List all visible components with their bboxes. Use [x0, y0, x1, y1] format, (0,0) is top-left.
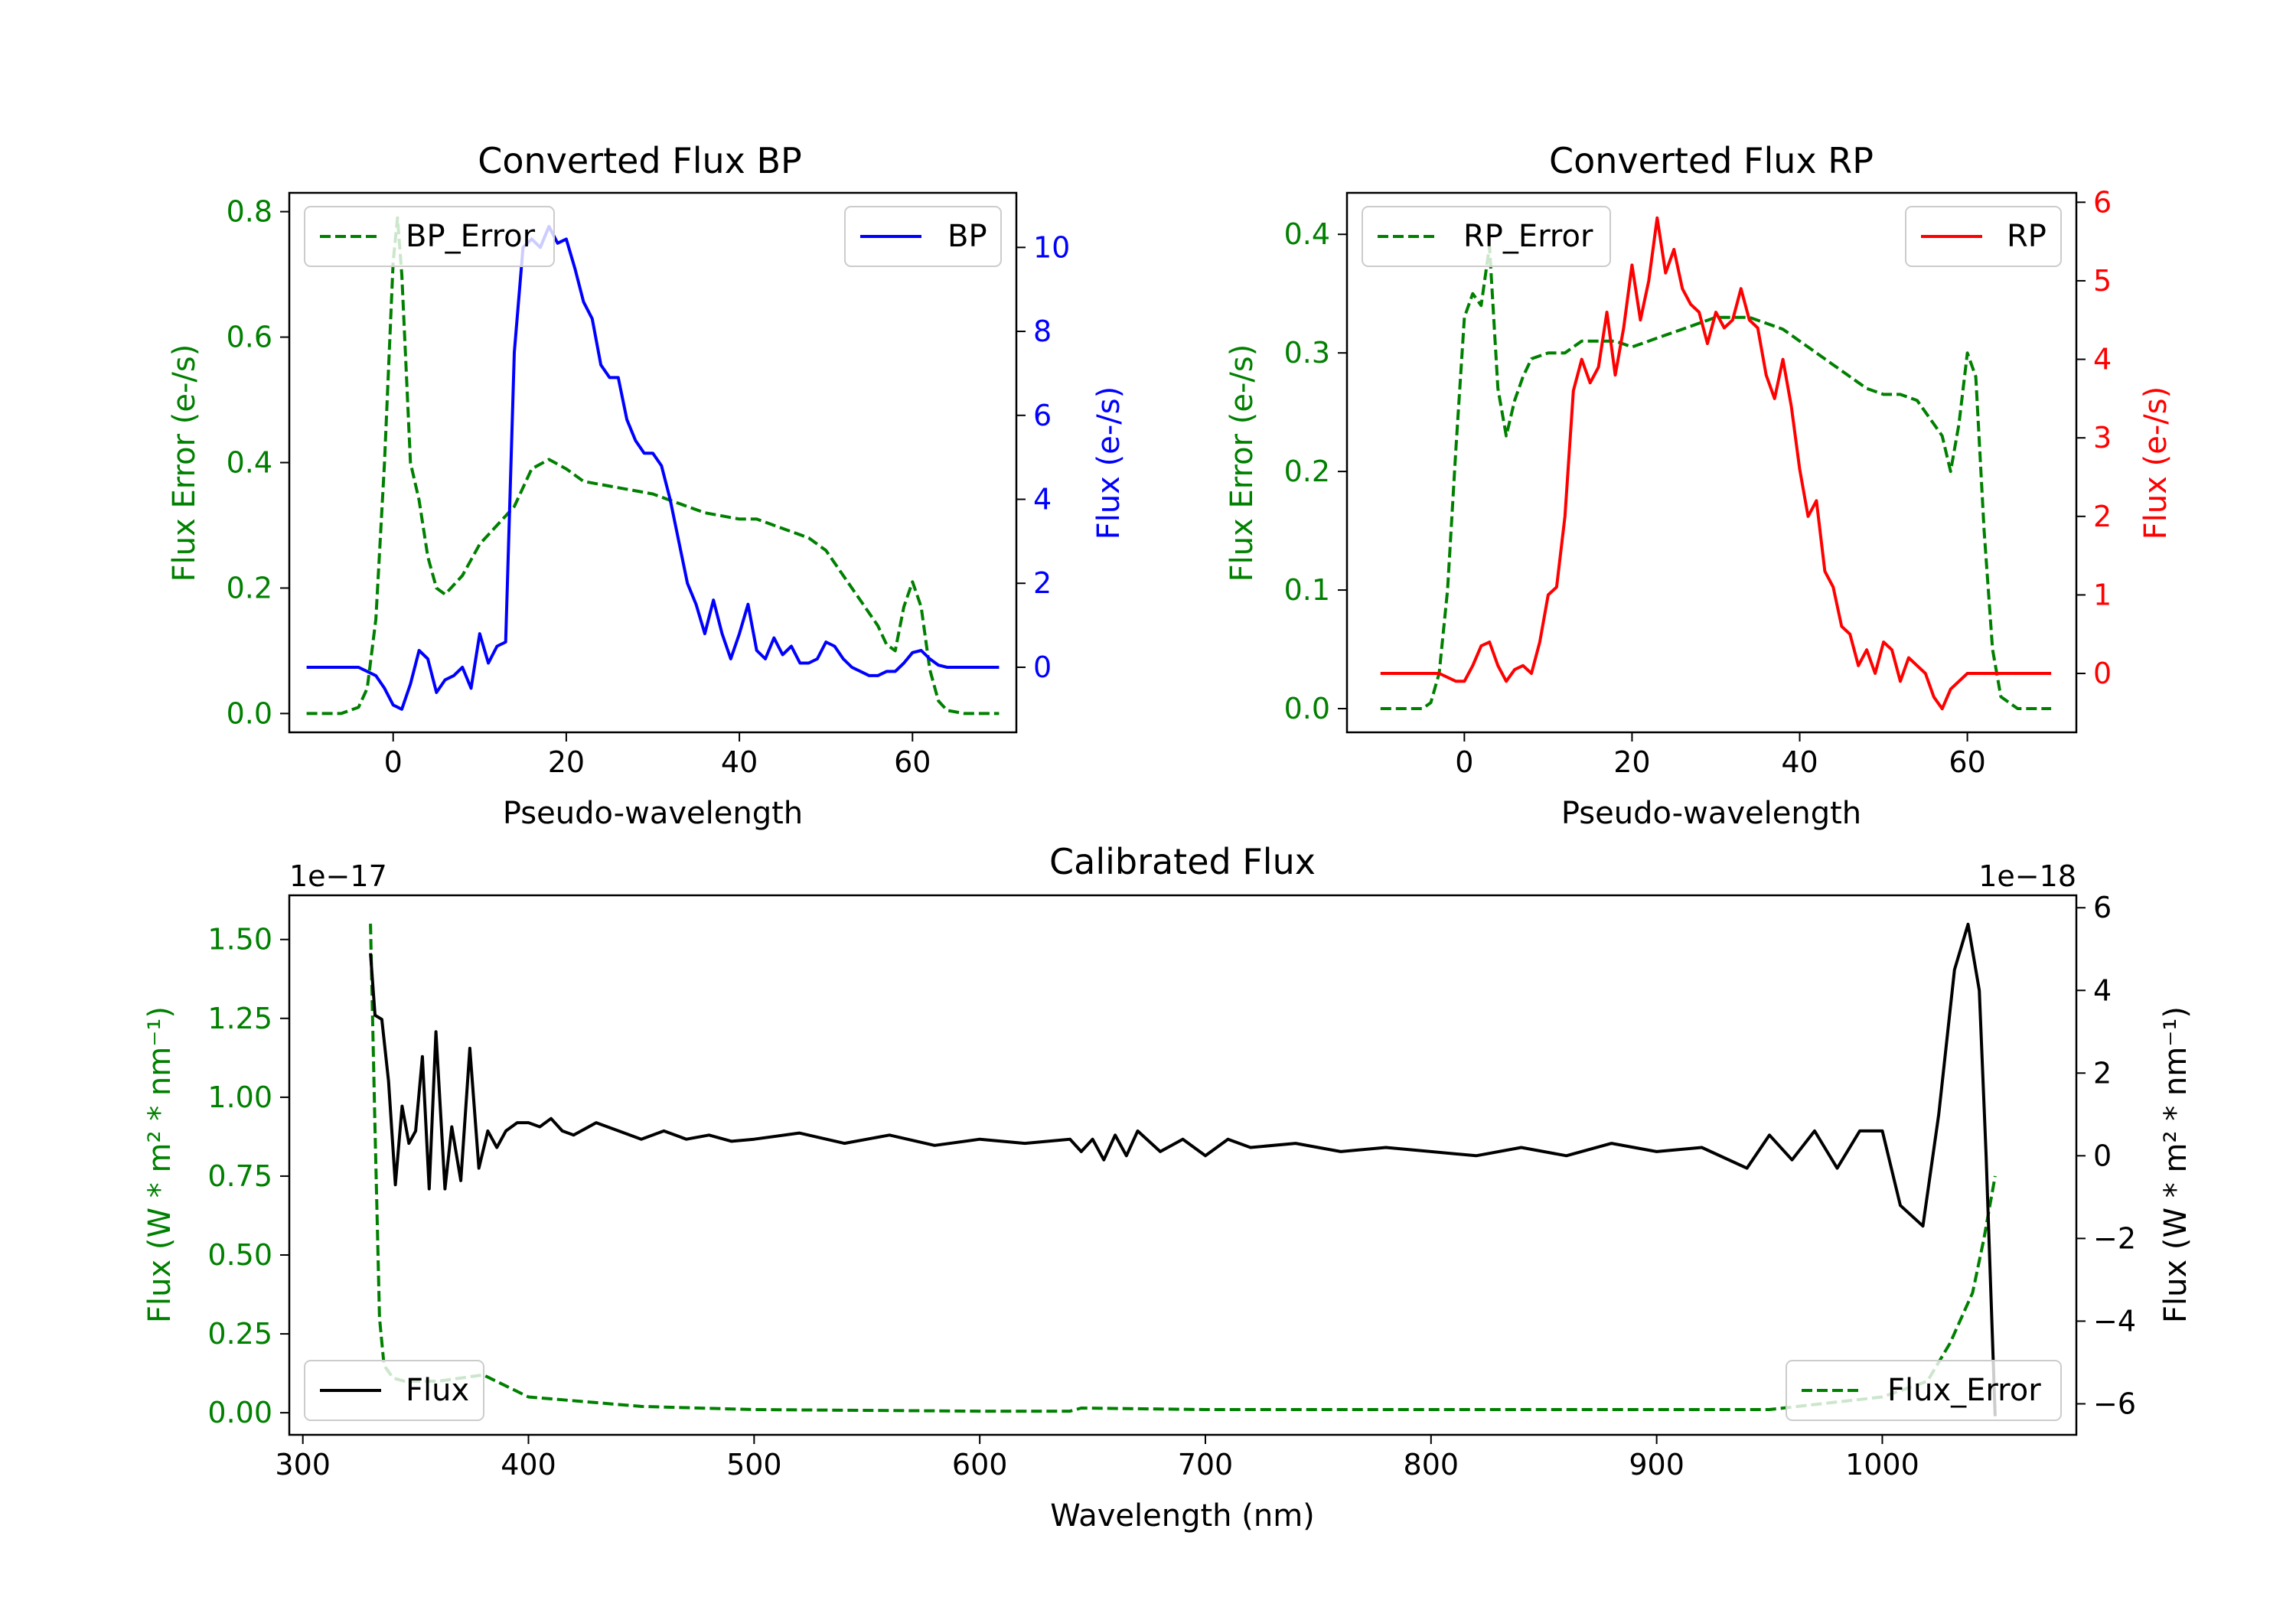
bp-left-y-tick-label: 0.2 [227, 571, 272, 605]
bp-right-y-tick-label: 6 [1033, 399, 1052, 432]
calibrated-x-tick-label: 700 [1178, 1448, 1234, 1482]
bp-right-y-axis-label: Flux (e-/s) [1091, 386, 1127, 539]
bp-right-y-tick-label: 2 [1033, 566, 1052, 600]
calibrated-series-flux [369, 922, 1997, 1416]
calibrated-plot-frame [288, 894, 2078, 1436]
calibrated-x-axis-label: Wavelength (nm) [1050, 1498, 1315, 1534]
rp-x-axis-label: Pseudo-wavelength [1561, 796, 1861, 831]
calibrated-x-tick-label: 800 [1404, 1448, 1459, 1482]
calibrated-chart-panel: Calibrated Flux 300 400 500 600 700 800 900 100… [142, 841, 2193, 1534]
calibrated-x-tick-label: 400 [501, 1448, 556, 1482]
bp-plot-frame [288, 191, 1018, 734]
calibrated-right-offset-text: 1e−18 [1978, 859, 2076, 893]
calibrated-chart-title: Calibrated Flux [1049, 841, 1316, 882]
rp-legend-flux-label: RP [2007, 219, 2047, 254]
bp-left-y-tick-label: 0.6 [227, 321, 272, 354]
calibrated-series-flux-error [369, 924, 1997, 1413]
rp-right-y-tick-label: 4 [2093, 343, 2112, 376]
rp-series-rp [1380, 216, 2052, 711]
bp-left-y-tick-label: 0.0 [227, 696, 272, 730]
calibrated-right-y-tick-label: −6 [2093, 1387, 2136, 1420]
rp-legend-error: RP_Error [1362, 206, 1611, 267]
rp-left-y-tick-label: 0.2 [1284, 455, 1330, 488]
rp-right-y-tick-label: 1 [2093, 578, 2112, 611]
rp-right-y-tick-label: 3 [2093, 421, 2112, 455]
calibrated-right-y-tick-label: 4 [2093, 973, 2112, 1007]
calibrated-right-y-axis-label: Flux (W * m² * nm⁻¹) [2158, 1006, 2193, 1323]
rp-legend-error-label: RP_Error [1463, 219, 1593, 254]
calibrated-left-y-tick-label: 0.25 [207, 1317, 272, 1351]
calibrated-legend-error: Flux_Error [1786, 1360, 2062, 1421]
calibrated-left-y-tick-label: 0.75 [207, 1159, 272, 1193]
rp-plot-frame [1345, 191, 2078, 734]
calibrated-x-tick-label: 900 [1629, 1448, 1684, 1482]
calibrated-right-y-tick-label: 6 [2093, 891, 2112, 924]
bp-legend-error: BP_Error [304, 206, 555, 267]
bp-legend-flux-label: BP [947, 219, 987, 254]
rp-x-tick-label: 0 [1455, 745, 1473, 779]
calibrated-right-y-tick-label: 0 [2093, 1139, 2112, 1172]
calibrated-x-tick-label: 600 [952, 1448, 1008, 1482]
calibrated-legend-flux: Flux [304, 1360, 484, 1421]
calibrated-left-y-axis-label: Flux (W * m² * nm⁻¹) [142, 1006, 178, 1323]
calibrated-left-y-tick-label: 0.00 [207, 1396, 272, 1429]
bp-left-y-axis-label: Flux Error (e-/s) [167, 344, 202, 582]
rp-chart-title: Converted Flux RP [1549, 140, 1874, 181]
bp-x-tick-label: 0 [384, 745, 403, 779]
rp-right-y-tick-label: 2 [2093, 500, 2112, 533]
bp-chart-title: Converted Flux BP [478, 140, 802, 181]
bp-x-axis-label: Pseudo-wavelength [503, 796, 803, 831]
calibrated-left-y-tick-label: 0.50 [207, 1238, 272, 1272]
bp-right-y-tick-label: 10 [1033, 230, 1070, 264]
rp-x-tick-label: 20 [1613, 745, 1650, 779]
bp-x-tick-label: 20 [548, 745, 585, 779]
bp-x-tick-label: 40 [721, 745, 758, 779]
rp-chart-panel: Converted Flux RP 0 20 40 600.00.10.20.30.4… [1225, 140, 2174, 831]
calibrated-left-offset-text: 1e−17 [289, 859, 387, 893]
calibrated-right-y-tick-label: −4 [2093, 1304, 2136, 1338]
calibrated-right-y-tick-label: −2 [2093, 1221, 2136, 1255]
bp-left-y-tick-label: 0.4 [227, 446, 272, 480]
calibrated-legend-error-label: Flux_Error [1887, 1373, 2041, 1408]
bp-series-bp [306, 224, 1000, 711]
rp-right-y-tick-label: 5 [2093, 264, 2112, 298]
rp-legend-flux: RP [1905, 206, 2062, 267]
bp-chart-panel: Converted Flux BP 0 20 40 600.00.20.40.60.8… [167, 140, 1127, 831]
calibrated-left-y-tick-label: 1.00 [207, 1081, 272, 1114]
rp-left-y-axis-label: Flux Error (e-/s) [1225, 344, 1260, 582]
bp-legend-flux: BP [844, 206, 1002, 267]
bp-right-y-tick-label: 4 [1033, 483, 1052, 517]
rp-left-y-tick-label: 0.3 [1284, 336, 1330, 370]
rp-left-y-tick-label: 0.0 [1284, 692, 1330, 725]
bp-right-y-tick-label: 8 [1033, 315, 1052, 348]
bp-x-tick-label: 60 [894, 745, 931, 779]
rp-series-rp-error [1380, 244, 2052, 710]
rp-left-y-tick-label: 0.4 [1284, 217, 1330, 251]
rp-right-y-tick-label: 0 [2093, 657, 2112, 690]
calibrated-right-y-tick-label: 2 [2093, 1056, 2112, 1090]
rp-x-tick-label: 40 [1781, 745, 1818, 779]
rp-right-y-tick-label: 6 [2093, 185, 2112, 219]
calibrated-legend-flux-label: Flux [406, 1373, 469, 1408]
calibrated-left-y-tick-label: 1.25 [207, 1002, 272, 1035]
rp-left-y-tick-label: 0.1 [1284, 573, 1330, 607]
calibrated-x-tick-label: 300 [275, 1448, 331, 1482]
calibrated-x-tick-label: 1000 [1845, 1448, 1919, 1482]
rp-x-tick-label: 60 [1949, 745, 1985, 779]
rp-right-y-axis-label: Flux (e-/s) [2138, 386, 2174, 539]
bp-right-y-tick-label: 0 [1033, 650, 1052, 684]
bp-left-y-tick-label: 0.8 [227, 195, 272, 229]
calibrated-left-y-tick-label: 1.50 [207, 923, 272, 957]
calibrated-x-tick-label: 500 [726, 1448, 782, 1482]
bp-series-bp-error [306, 216, 1000, 715]
bp-legend-error-label: BP_Error [406, 219, 536, 254]
